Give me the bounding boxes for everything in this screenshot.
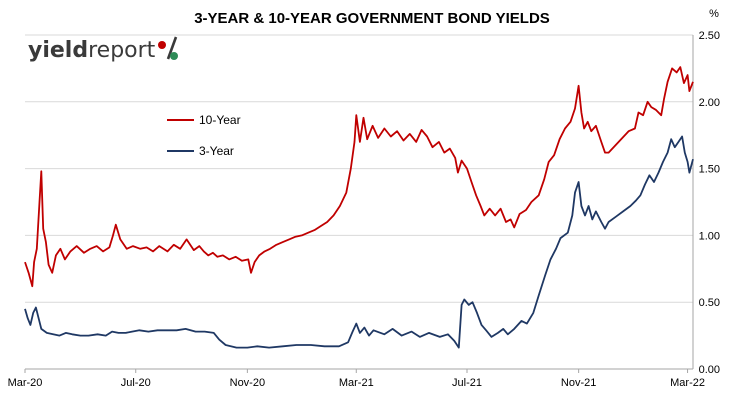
chart-title: 3-YEAR & 10-YEAR GOVERNMENT BOND YIELDS bbox=[194, 10, 550, 27]
logo-percent-icon bbox=[158, 36, 178, 60]
x-tick-label: Jul-20 bbox=[121, 377, 151, 389]
logo-text-yield: yield bbox=[28, 38, 88, 63]
gridlines bbox=[25, 34, 693, 303]
y-tick-label: 0.00 bbox=[699, 364, 720, 376]
yieldreport-logo: yieldreport bbox=[28, 36, 178, 63]
y-tick-label: 2.50 bbox=[699, 30, 720, 42]
y-tick-label: 1.00 bbox=[699, 230, 720, 242]
x-tick-label: Jul-21 bbox=[452, 377, 482, 389]
series-lines bbox=[24, 66, 694, 349]
y-axis-unit-label: % bbox=[709, 8, 719, 20]
legend: 10-Year 3-Year bbox=[167, 113, 241, 158]
series-line-3-year bbox=[24, 135, 694, 349]
logo-text-report: report bbox=[88, 38, 156, 63]
series-line-10-year bbox=[24, 66, 694, 288]
x-tick-label: Nov-21 bbox=[561, 377, 596, 389]
y-tick-label: 0.50 bbox=[699, 297, 720, 309]
x-tick-label: Mar-20 bbox=[8, 377, 43, 389]
axes: 0.00 0.50 1.00 1.50 2.00 2.50 Mar-20 Jul-20 Nov-… bbox=[8, 30, 720, 389]
x-tick-label: Nov-20 bbox=[230, 377, 265, 389]
x-tick-label: Mar-21 bbox=[339, 377, 374, 389]
legend-label-10-year: 10-Year bbox=[199, 113, 241, 127]
y-tick-label: 2.00 bbox=[699, 97, 720, 109]
legend-label-3-year: 3-Year bbox=[199, 144, 234, 158]
x-tick-label: Mar-22 bbox=[670, 377, 705, 389]
svg-text:yieldreport: yieldreport bbox=[28, 38, 156, 63]
y-tick-label: 1.50 bbox=[699, 164, 720, 176]
